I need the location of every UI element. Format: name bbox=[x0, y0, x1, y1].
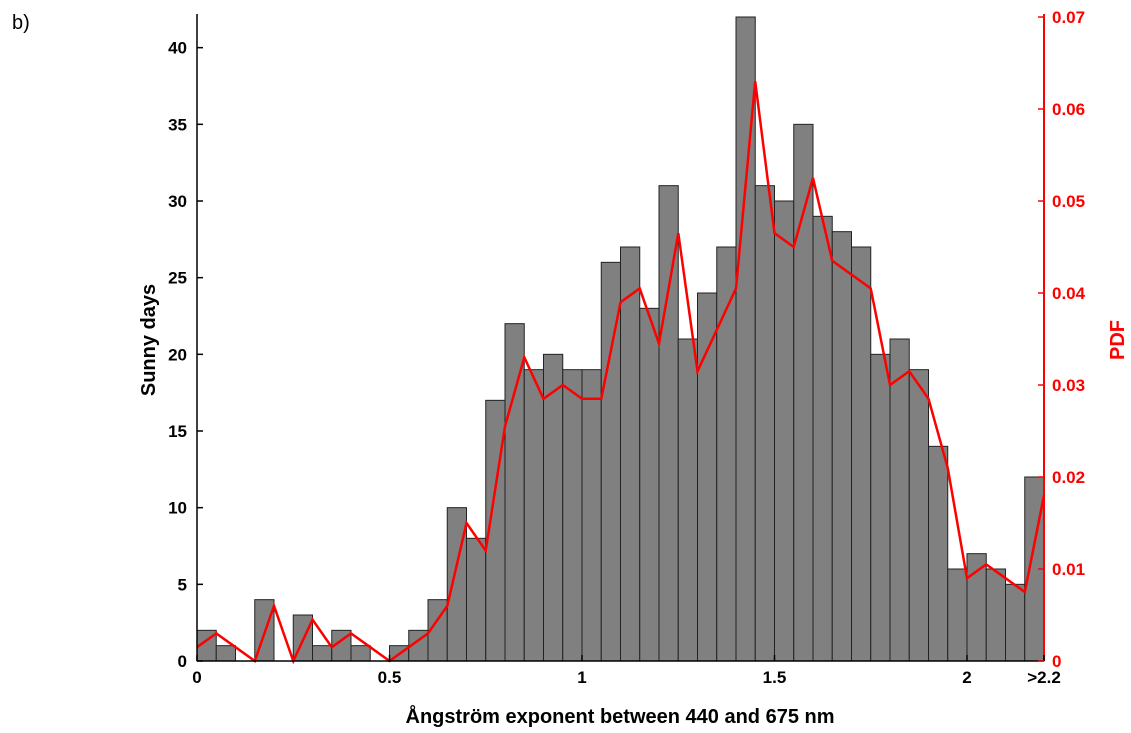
y-tick-label-left: 15 bbox=[168, 422, 187, 441]
histogram-bar bbox=[889, 338, 910, 662]
y-tick-label-left: 25 bbox=[168, 269, 187, 288]
y-tick-label-left: 0 bbox=[178, 652, 187, 671]
y-tick-label-right: 0.06 bbox=[1052, 100, 1085, 119]
x-tick-label: >2.2 bbox=[1027, 668, 1061, 687]
histogram-bar bbox=[928, 445, 949, 662]
histogram-bar bbox=[908, 369, 929, 662]
x-tick-label: 1.5 bbox=[763, 668, 787, 687]
histogram-bar bbox=[523, 369, 544, 662]
y-tick-label-left: 10 bbox=[168, 499, 187, 518]
x-tick-label: 0.5 bbox=[378, 668, 402, 687]
histogram-bar bbox=[639, 307, 660, 662]
histogram-bar bbox=[312, 645, 333, 662]
y-tick-label-left: 35 bbox=[168, 115, 187, 134]
x-axis-label: Ångström exponent between 440 and 675 nm bbox=[406, 704, 835, 728]
histogram-bar bbox=[581, 369, 602, 662]
histogram-bar bbox=[870, 353, 891, 662]
histogram-bar bbox=[812, 215, 833, 662]
y-tick-label-right: 0 bbox=[1052, 652, 1061, 671]
histogram-bar bbox=[831, 231, 852, 662]
histogram-bar bbox=[754, 185, 775, 662]
histogram-bar bbox=[1005, 583, 1026, 662]
y-tick-label-right: 0.05 bbox=[1052, 192, 1085, 211]
y-axis-label-right: PDF bbox=[1107, 320, 1129, 360]
axes: 0 0.5 1 1.5 2 >2.2051015202530354000.010.020.… bbox=[168, 8, 1086, 687]
histogram-bar bbox=[947, 568, 968, 662]
y-tick-label-right: 0.03 bbox=[1052, 376, 1085, 395]
y-tick-label-left: 40 bbox=[168, 39, 187, 58]
histogram-bar bbox=[985, 568, 1006, 662]
x-tick-label: 2 bbox=[962, 668, 971, 687]
y-tick-label-left: 30 bbox=[168, 192, 187, 211]
histogram-bar bbox=[774, 200, 795, 662]
x-tick-label: 1 bbox=[577, 668, 586, 687]
y-tick-label-left: 20 bbox=[168, 345, 187, 364]
y-tick-label-right: 0.04 bbox=[1052, 284, 1086, 303]
histogram-bar bbox=[620, 246, 641, 662]
panel-label: b) bbox=[12, 12, 30, 34]
histogram-bar bbox=[562, 369, 583, 662]
histogram-bar bbox=[215, 645, 236, 662]
histogram-bar bbox=[350, 645, 371, 662]
pdf-line bbox=[196, 81, 1046, 665]
y-tick-label-right: 0.02 bbox=[1052, 468, 1085, 487]
histogram-bar bbox=[504, 323, 525, 662]
histogram-bar bbox=[466, 537, 487, 662]
histogram-bars bbox=[196, 16, 1045, 662]
y-tick-label-right: 0.01 bbox=[1052, 560, 1085, 579]
y-tick-label-right: 0.07 bbox=[1052, 8, 1085, 27]
y-tick-label-left: 5 bbox=[178, 575, 187, 594]
histogram-bar bbox=[793, 123, 814, 662]
histogram-bar bbox=[851, 246, 872, 662]
x-tick-label: 0 bbox=[192, 668, 201, 687]
histogram-bar bbox=[543, 353, 564, 662]
y-axis-label-left: Sunny days bbox=[138, 284, 160, 396]
histogram-bar bbox=[677, 338, 698, 662]
